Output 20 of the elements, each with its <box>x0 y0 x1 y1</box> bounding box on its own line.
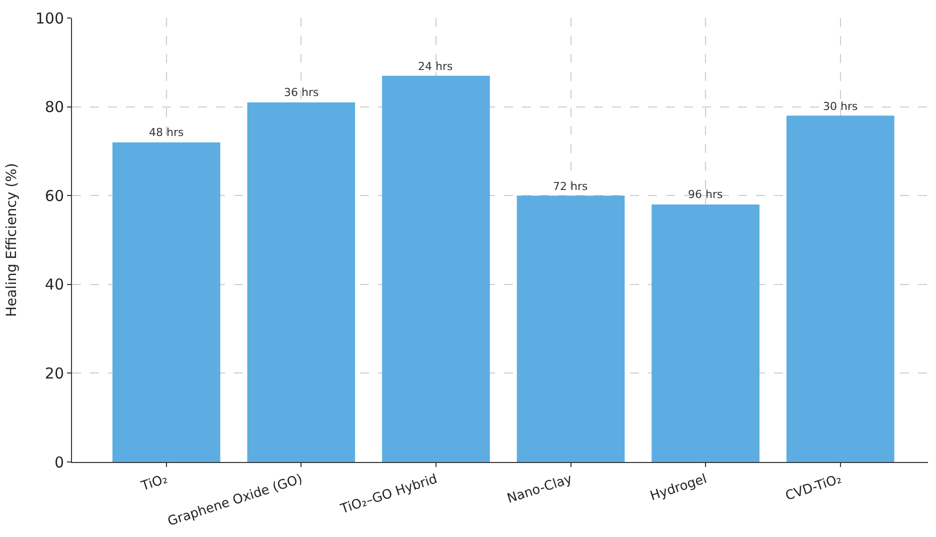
bar <box>247 102 356 462</box>
annotation: 30 hrs <box>823 100 858 113</box>
annotation: 24 hrs <box>418 60 453 73</box>
annotation: 72 hrs <box>553 180 588 193</box>
annotation: 96 hrs <box>688 188 723 201</box>
bar <box>112 142 220 462</box>
y-tick-label: 20 <box>44 364 64 382</box>
y-tick-label: 80 <box>44 98 64 116</box>
annotation: 36 hrs <box>284 86 319 99</box>
bar <box>652 204 760 462</box>
bar <box>786 116 894 462</box>
y-tick-label: 100 <box>35 9 64 28</box>
y-tick-label: 60 <box>44 186 64 205</box>
annotation: 48 hrs <box>149 126 184 139</box>
y-axis-title: Healing Efficiency (%) <box>4 163 20 317</box>
bar <box>382 76 490 462</box>
y-tick-label: 40 <box>44 276 64 294</box>
x-tick-label: TiO₂ <box>138 472 170 495</box>
bar <box>516 196 625 462</box>
y-tick-label: 0 <box>54 453 64 472</box>
